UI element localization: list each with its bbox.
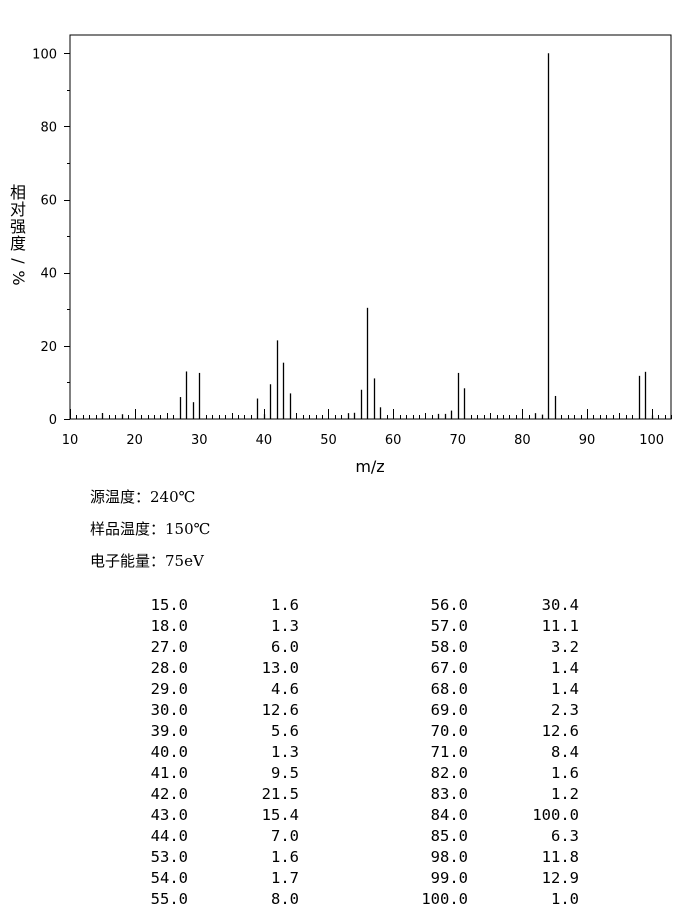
mz-cell: 58.0 [430,638,468,656]
mz-cell: 99.0 [430,869,468,887]
mz-cell: 44.0 [150,827,188,845]
y-tick-label: 0 [49,413,57,428]
mz-cell: 15.0 [150,596,188,614]
mass-spectrum-chart: 10 20 30 40 50 60 70 80 90 100 0 20 40 60 80 100 m/z 相对… [9,34,672,476]
y-label-char: 强 [10,217,26,236]
tick-labels: 10 20 30 40 50 60 70 80 90 100 0 20 40 60 80 100 [32,47,664,448]
y-label-char: / [9,258,28,264]
mz-cell: 84.0 [430,806,468,824]
x-tick-label: 30 [191,433,208,448]
y-tick-label: 40 [40,267,57,282]
x-axis-label: m/z [355,457,384,476]
mz-cell: 39.0 [150,722,188,740]
spectrum-bars [101,53,654,419]
y-tick-label: 80 [40,120,57,135]
y-label-char: % [9,270,28,285]
intensity-cell: 1.2 [551,785,579,803]
x-tick-label: 50 [320,433,337,448]
mz-cell: 30.0 [150,701,188,719]
intensity-cell: 1.3 [271,743,299,761]
mz-cell: 53.0 [150,848,188,866]
intensity-cell: 15.4 [261,806,299,824]
mz-cell: 55.0 [150,890,188,908]
mz-cell: 100.0 [421,890,468,908]
intensity-cell: 3.2 [551,638,579,656]
intensity-cell: 1.6 [271,848,299,866]
intensity-cell: 11.1 [541,617,579,635]
mz-cell: 71.0 [430,743,468,761]
x-tick-label: 100 [639,433,664,448]
x-tick-label: 60 [385,433,402,448]
mz-cell: 82.0 [430,764,468,782]
mz-cell: 27.0 [150,638,188,656]
y-tick-label: 60 [40,194,57,209]
intensity-cell: 1.7 [271,869,299,887]
mz-cell: 85.0 [430,827,468,845]
intensity-cell: 30.4 [541,596,579,614]
x-tick-label: 20 [126,433,143,448]
mz-cell: 83.0 [430,785,468,803]
intensity-cell: 1.3 [271,617,299,635]
mz-cell: 42.0 [150,785,188,803]
intensity-cell: 1.6 [271,596,299,614]
intensity-cell: 6.0 [271,638,299,656]
intensity-cell: 1.0 [551,890,579,908]
x-tick-label: 40 [256,433,273,448]
electron-energy: 电子能量：75eV [90,552,204,570]
intensity-cell: 6.3 [551,827,579,845]
plot-frame [69,34,672,420]
x-tick-label: 70 [449,433,466,448]
mz-cell: 56.0 [430,596,468,614]
mz-cell: 70.0 [430,722,468,740]
mz-cell: 41.0 [150,764,188,782]
mz-cell: 43.0 [150,806,188,824]
intensity-cell: 21.5 [261,785,299,803]
intensity-cell: 100.0 [532,806,579,824]
y-label-char: 对 [10,200,26,219]
y-tick-label: 20 [40,340,57,355]
source-temperature: 源温度：240℃ [90,488,196,506]
intensity-cell: 4.6 [271,680,299,698]
y-label-char: 度 [10,234,26,253]
mz-cell: 98.0 [430,848,468,866]
intensity-cell: 12.6 [261,701,299,719]
mz-cell: 67.0 [430,659,468,677]
mz-cell: 69.0 [430,701,468,719]
intensity-cell: 5.6 [271,722,299,740]
intensity-cell: 11.8 [541,848,579,866]
intensity-cell: 12.9 [541,869,579,887]
mz-cell: 54.0 [150,869,188,887]
mz-cell: 29.0 [150,680,188,698]
intensity-cell: 12.6 [541,722,579,740]
y-label-char: 相 [10,183,26,202]
x-tick-label: 90 [579,433,596,448]
intensity-cell: 7.0 [271,827,299,845]
intensity-cell: 1.4 [551,659,579,677]
mz-cell: 68.0 [430,680,468,698]
mz-cell: 18.0 [150,617,188,635]
intensity-cell: 2.3 [551,701,579,719]
mz-cell: 57.0 [430,617,468,635]
mz-cell: 28.0 [150,659,188,677]
intensity-cell: 1.6 [551,764,579,782]
intensity-cell: 8.4 [551,743,579,761]
y-tick-label: 100 [32,47,57,62]
intensity-cell: 8.0 [271,890,299,908]
x-tick-label: 10 [62,433,79,448]
intensity-cell: 9.5 [271,764,299,782]
mz-cell: 40.0 [150,743,188,761]
x-tick-label: 80 [514,433,531,448]
sample-temperature: 样品温度：150℃ [90,520,211,538]
intensity-cell: 1.4 [551,680,579,698]
intensity-cell: 13.0 [261,659,299,677]
